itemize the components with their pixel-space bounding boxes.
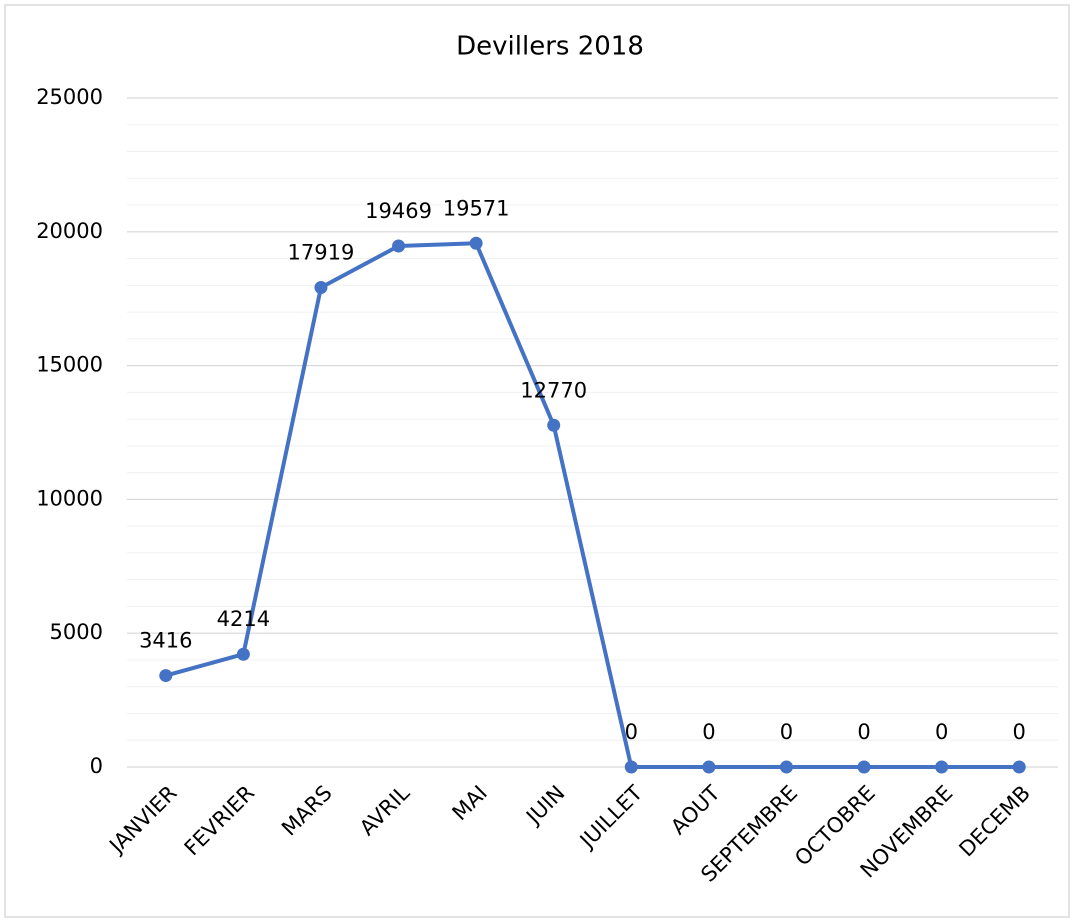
marker <box>469 236 483 250</box>
data-label: 12770 <box>520 378 587 402</box>
y-tick-label: 15000 <box>36 353 103 377</box>
marker <box>624 760 638 774</box>
data-label: 19571 <box>443 196 510 220</box>
marker <box>236 647 250 661</box>
marker <box>314 280 328 294</box>
y-tick-label: 20000 <box>36 219 103 243</box>
marker <box>547 418 561 432</box>
data-label: 0 <box>1013 720 1026 744</box>
chart-border <box>4 4 1070 918</box>
data-label: 17919 <box>288 240 355 264</box>
data-label: 3416 <box>139 629 192 653</box>
data-label: 0 <box>625 720 638 744</box>
chart-title: Devillers 2018 <box>456 32 644 62</box>
data-label: 19469 <box>365 199 432 223</box>
marker <box>857 760 871 774</box>
marker <box>702 760 716 774</box>
data-label: 4214 <box>217 607 270 631</box>
marker <box>935 760 949 774</box>
data-label: 0 <box>935 720 948 744</box>
data-label: 0 <box>702 720 715 744</box>
marker <box>159 669 173 683</box>
marker <box>1012 760 1026 774</box>
y-tick-label: 10000 <box>36 486 103 510</box>
y-tick-label: 0 <box>90 754 103 778</box>
line <box>165 241 1020 769</box>
marker <box>392 239 406 253</box>
data-label: 0 <box>857 720 870 744</box>
y-tick-label: 25000 <box>36 85 103 109</box>
y-tick-label: 5000 <box>50 620 103 644</box>
data-label: 0 <box>780 720 793 744</box>
marker <box>779 760 793 774</box>
